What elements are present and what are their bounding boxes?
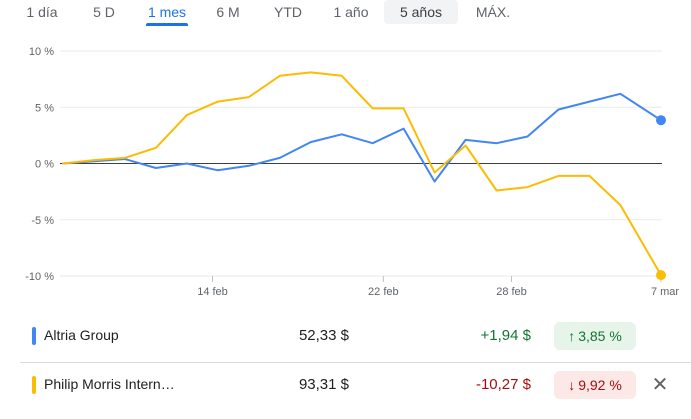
percent-change-badge: ↑ 3,85 % — [554, 322, 636, 350]
x-tick-label: 7 mar — [651, 286, 679, 298]
range-tabs: 1 día 5 D 1 mes 6 M YTD 1 año 5 años MÁX… — [0, 0, 691, 26]
x-tick-label: 28 feb — [496, 286, 527, 298]
stock-row-altria[interactable]: Altria Group 52,33 $ +1,94 $ ↑ 3,85 % — [0, 314, 691, 362]
y-tick-label: 10 % — [29, 46, 54, 58]
percent-change-value: 9,92 % — [578, 377, 622, 393]
series-color-swatch — [32, 376, 36, 394]
tab-max[interactable]: MÁX. — [475, 4, 511, 20]
tab-5-days[interactable]: 5 D — [93, 4, 115, 20]
stock-price: 93,31 $ — [298, 376, 349, 393]
stock-price: 52,33 $ — [298, 327, 349, 344]
y-tick-label: 5 % — [35, 102, 54, 114]
series-end-point — [656, 270, 666, 281]
price-change: +1,94 $ — [480, 327, 531, 344]
tab-1-year[interactable]: 1 año — [333, 4, 369, 20]
stock-name: Philip Morris Intern… — [44, 376, 175, 392]
tab-1-day[interactable]: 1 día — [26, 4, 58, 20]
tab-1-month[interactable]: 1 mes — [144, 0, 190, 26]
tab-ytd[interactable]: YTD — [274, 4, 302, 20]
comparison-line-chart: 10 % 5 % 0 % -5 % -10 % 14 feb 22 feb 28 feb 7 m… — [25, 46, 679, 298]
row-divider — [20, 362, 691, 363]
x-tick-label: 22 feb — [368, 286, 399, 298]
tab-5-years[interactable]: 5 años — [384, 0, 458, 24]
arrow-down-icon: ↓ — [568, 377, 576, 393]
series-end-point — [656, 115, 666, 126]
x-tick-label: 14 feb — [197, 286, 228, 298]
close-icon[interactable]: ✕ — [651, 374, 669, 396]
arrow-up-icon: ↑ — [568, 328, 576, 344]
y-tick-label: -5 % — [31, 215, 54, 227]
series-line-philip-morris — [62, 71, 662, 277]
percent-change-badge: ↓ 9,92 % — [554, 371, 636, 399]
price-change: -10,27 $ — [475, 376, 531, 393]
percent-change-value: 3,85 % — [578, 328, 622, 344]
y-tick-label: 0 % — [35, 159, 54, 171]
stock-name: Altria Group — [44, 327, 119, 343]
series-line-altria — [62, 92, 662, 183]
y-tick-label: -10 % — [25, 271, 54, 283]
tab-6-months[interactable]: 6 M — [216, 4, 240, 20]
stock-row-philip-morris[interactable]: Philip Morris Intern… 93,31 $ -10,27 $ ↓… — [0, 363, 691, 411]
series-color-swatch — [32, 327, 36, 345]
